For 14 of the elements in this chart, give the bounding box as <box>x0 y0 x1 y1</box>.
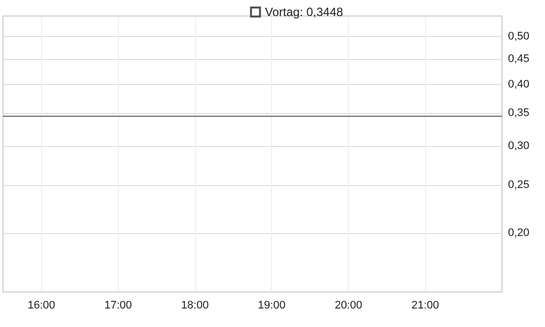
y-tick-label: 0,25 <box>508 179 530 192</box>
y-tick-label: 0,30 <box>508 140 530 152</box>
x-tick-label: 16:00 <box>28 300 56 312</box>
x-tick-label: 19:00 <box>258 300 286 312</box>
x-tick-label: 21:00 <box>411 300 439 312</box>
x-tick-label: 20:00 <box>334 300 362 312</box>
y-tick-label: 0,50 <box>508 30 530 42</box>
x-tick-label: 18:00 <box>181 300 209 312</box>
legend-label: Vortag: 0,3448 <box>265 5 344 19</box>
y-tick-label: 0,20 <box>508 227 530 240</box>
y-tick-label: 0,40 <box>508 78 530 90</box>
x-tick-label: 17:00 <box>104 300 132 312</box>
y-tick-label: 0,45 <box>508 53 530 66</box>
y-tick-label: 0,35 <box>508 107 530 119</box>
